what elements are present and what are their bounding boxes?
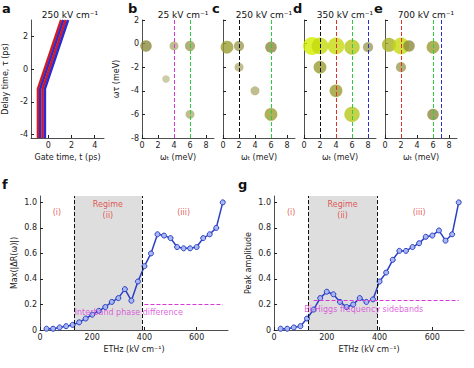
svg-text:-4: -4	[131, 86, 139, 95]
svg-text:0.2: 0.2	[24, 300, 37, 309]
svg-text:8: 8	[365, 141, 370, 150]
svg-text:700 kV cm⁻¹: 700 kV cm⁻¹	[398, 10, 455, 20]
svg-text:e: e	[374, 1, 383, 16]
svg-text:0.8: 0.8	[258, 223, 271, 232]
svg-text:Interband phase difference: Interband phase difference	[75, 308, 183, 317]
svg-text:a: a	[2, 1, 11, 16]
svg-text:4: 4	[414, 141, 419, 150]
svg-text:0: 0	[271, 333, 276, 342]
svg-text:2: 2	[398, 141, 403, 150]
svg-text:0.4: 0.4	[258, 274, 271, 283]
svg-text:200: 200	[85, 333, 100, 342]
svg-text:25 kV cm⁻¹: 25 kV cm⁻¹	[158, 10, 209, 20]
svg-text:4: 4	[92, 141, 97, 150]
svg-text:0.6: 0.6	[258, 249, 271, 258]
svg-text:ωτ (meV): ωτ (meV)	[112, 60, 121, 99]
svg-text:200: 200	[319, 333, 334, 342]
svg-text:0: 0	[37, 333, 42, 342]
svg-text:f: f	[2, 177, 8, 192]
svg-text:8: 8	[446, 141, 451, 150]
svg-text:d: d	[293, 1, 302, 16]
svg-text:600: 600	[189, 333, 204, 342]
svg-text:2: 2	[155, 141, 160, 150]
svg-text:(iii): (iii)	[177, 208, 190, 217]
svg-text:8: 8	[203, 141, 208, 150]
svg-text:250 kV cm⁻¹: 250 kV cm⁻¹	[42, 10, 99, 20]
svg-text:2: 2	[236, 141, 241, 150]
svg-text:600: 600	[425, 333, 440, 342]
svg-text:0: 0	[139, 141, 144, 150]
svg-text:400: 400	[137, 333, 152, 342]
svg-text:0: 0	[301, 141, 306, 150]
svg-text:350 kV cm⁻¹: 350 kV cm⁻¹	[317, 10, 374, 20]
svg-text:ωₜ (meV): ωₜ (meV)	[322, 153, 358, 162]
svg-text:1.0: 1.0	[258, 198, 271, 207]
svg-text:c: c	[212, 1, 220, 16]
svg-text:b: b	[128, 1, 137, 16]
svg-text:0: 0	[23, 65, 28, 74]
svg-text:0: 0	[266, 326, 271, 335]
svg-text:1.0: 1.0	[24, 198, 37, 207]
svg-text:(i): (i)	[53, 208, 61, 217]
svg-text:6: 6	[349, 141, 354, 150]
svg-text:(iii): (iii)	[413, 208, 426, 217]
svg-text:2: 2	[317, 141, 322, 150]
svg-text:0: 0	[32, 326, 37, 335]
svg-text:ωₜ (meV): ωₜ (meV)	[160, 153, 196, 162]
svg-text:(ii): (ii)	[337, 211, 348, 220]
svg-text:Regime: Regime	[93, 200, 123, 209]
svg-text:0.6: 0.6	[24, 249, 37, 258]
svg-text:Peak amplitude: Peak amplitude	[244, 232, 253, 294]
svg-text:Bi-Higgs frequency sidebands: Bi-Higgs frequency sidebands	[304, 305, 423, 314]
svg-text:-6: -6	[131, 110, 139, 119]
svg-text:250 kV cm⁻¹: 250 kV cm⁻¹	[236, 10, 293, 20]
svg-text:ωₜ (meV): ωₜ (meV)	[241, 153, 277, 162]
svg-text:4: 4	[171, 141, 176, 150]
svg-text:Delay time, τ (ps): Delay time, τ (ps)	[1, 43, 10, 115]
svg-text:g: g	[238, 177, 247, 192]
svg-text:6: 6	[187, 141, 192, 150]
svg-text:8: 8	[284, 141, 289, 150]
svg-text:0: 0	[220, 141, 225, 150]
svg-text:0.4: 0.4	[24, 274, 37, 283]
svg-text:ωₜ (meV): ωₜ (meV)	[403, 153, 439, 162]
svg-text:ETHz (kV cm⁻¹): ETHz (kV cm⁻¹)	[103, 345, 164, 354]
svg-text:-4: -4	[20, 130, 28, 139]
svg-text:2: 2	[134, 16, 139, 25]
svg-text:(i): (i)	[287, 208, 295, 217]
svg-text:0.2: 0.2	[258, 300, 271, 309]
svg-text:4: 4	[333, 141, 338, 150]
svg-text:Gate time, t (ps): Gate time, t (ps)	[34, 153, 100, 162]
svg-text:-8: -8	[131, 134, 139, 143]
svg-text:(ii): (ii)	[103, 211, 114, 220]
svg-text:6: 6	[430, 141, 435, 150]
svg-text:0: 0	[134, 39, 139, 48]
svg-text:6: 6	[268, 141, 273, 150]
svg-text:4: 4	[252, 141, 257, 150]
svg-text:Regime: Regime	[328, 200, 358, 209]
svg-text:-2: -2	[131, 63, 139, 72]
svg-text:0: 0	[382, 141, 387, 150]
svg-text:-2: -2	[20, 97, 28, 106]
svg-text:2: 2	[69, 141, 74, 150]
svg-text:ETHz (kV cm⁻¹): ETHz (kV cm⁻¹)	[338, 345, 399, 354]
svg-text:2: 2	[23, 32, 28, 41]
svg-text:400: 400	[372, 333, 387, 342]
svg-text:Max(|ΔR(ω)|): Max(|ΔR(ω)|)	[10, 237, 19, 289]
svg-text:0: 0	[46, 141, 51, 150]
svg-text:0.8: 0.8	[24, 223, 37, 232]
